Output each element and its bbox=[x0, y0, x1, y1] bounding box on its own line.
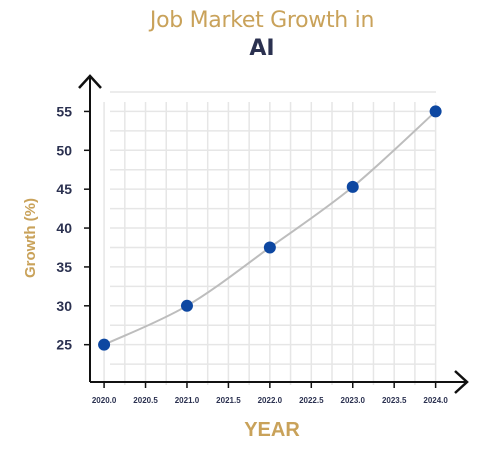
series bbox=[98, 105, 442, 351]
x-tick-label: 2024.0 bbox=[423, 396, 448, 405]
y-axis-label: Growth (%) bbox=[22, 198, 39, 278]
data-point bbox=[346, 180, 359, 193]
y-tick-label: 55 bbox=[56, 103, 72, 119]
data-point bbox=[180, 299, 193, 312]
axes bbox=[78, 74, 469, 394]
y-tick-label: 50 bbox=[56, 142, 72, 158]
tick-labels: 25 30 35 40 45 50 55 2020.0 2020.5 2021.0 2021.5 20… bbox=[56, 103, 448, 405]
y-tick-label: 25 bbox=[56, 337, 72, 353]
x-tick-label: 2022.5 bbox=[299, 396, 324, 405]
x-axis-arrow bbox=[454, 370, 469, 394]
y-tick-label: 40 bbox=[56, 220, 72, 236]
grid bbox=[103, 91, 437, 385]
y-tick-label: 30 bbox=[56, 298, 72, 314]
y-axis-arrow bbox=[78, 74, 102, 89]
data-point bbox=[263, 241, 276, 254]
x-tick-label: 2023.5 bbox=[382, 396, 407, 405]
x-tick-label: 2022.0 bbox=[258, 396, 283, 405]
x-tick-label: 2020.5 bbox=[133, 396, 158, 405]
data-point bbox=[98, 338, 111, 351]
y-tick-label: 45 bbox=[56, 181, 72, 197]
x-tick-label: 2023.0 bbox=[341, 396, 366, 405]
x-tick-label: 2020.0 bbox=[92, 396, 117, 405]
chart-title-line1: Job Market Growth in bbox=[148, 8, 374, 33]
x-axis-label: YEAR bbox=[244, 419, 300, 441]
y-tick-label: 35 bbox=[56, 259, 72, 275]
x-tick-label: 2021.0 bbox=[175, 396, 200, 405]
x-tick-label: 2021.5 bbox=[216, 396, 241, 405]
chart-title-line2: AI bbox=[249, 36, 274, 61]
data-point bbox=[429, 105, 442, 118]
